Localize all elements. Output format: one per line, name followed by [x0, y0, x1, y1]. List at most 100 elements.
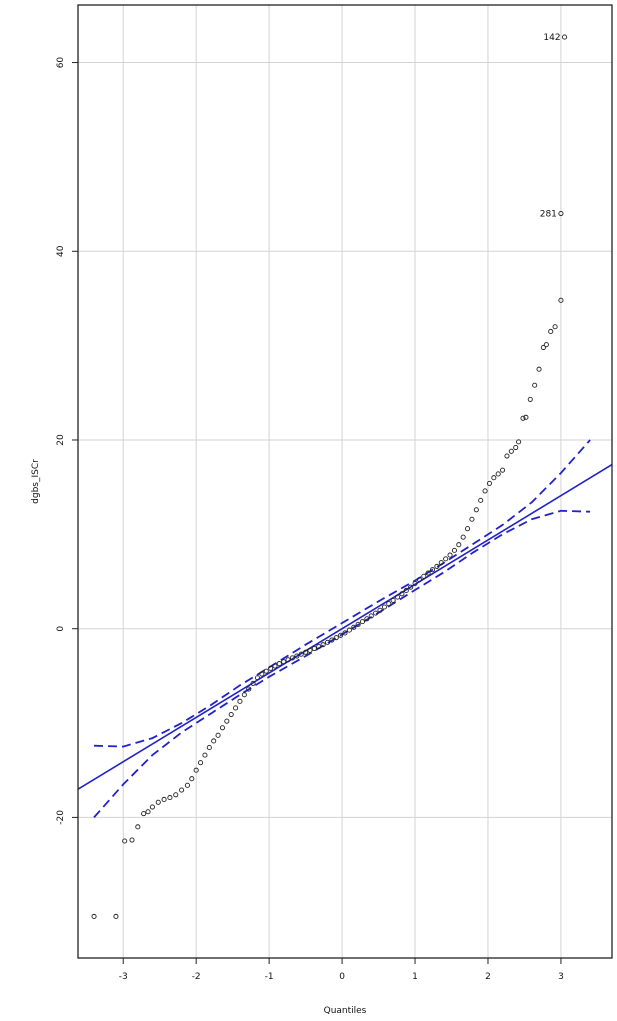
- data-point: [447, 552, 453, 558]
- data-point: [543, 342, 549, 348]
- reference-line-group: [78, 463, 612, 790]
- data-point: [303, 649, 309, 655]
- data-point: [486, 480, 492, 486]
- data-point: [202, 752, 208, 758]
- data-point: [527, 396, 533, 402]
- data-point: [482, 488, 488, 494]
- data-point: [495, 471, 501, 477]
- data-point: [333, 635, 339, 641]
- data-point: [520, 415, 526, 421]
- y-tick-label: 60: [56, 57, 66, 69]
- data-point: [532, 382, 538, 388]
- data-point: [443, 556, 449, 562]
- data-point: [254, 675, 261, 681]
- x-axis: -3 -2 -1 0 1 2 3: [119, 958, 564, 982]
- data-point: [558, 297, 564, 303]
- confidence-band-upper: [93, 439, 591, 748]
- data-point: [250, 680, 256, 686]
- data-point: [513, 444, 519, 451]
- data-point: [184, 782, 190, 788]
- data-point: [113, 913, 119, 920]
- data-point: [425, 570, 431, 576]
- data-point: [206, 745, 212, 751]
- data-point: [173, 792, 179, 798]
- data-point: [294, 653, 300, 659]
- data-point: [161, 796, 167, 803]
- data-point: [460, 534, 466, 540]
- x-axis-label: Quantiles: [324, 1006, 367, 1016]
- data-point: [135, 824, 141, 830]
- data-point: [377, 607, 383, 613]
- data-point: [237, 698, 243, 704]
- data-point: [368, 613, 374, 619]
- data-point: [122, 838, 128, 844]
- x-tick-label: 2: [485, 972, 491, 982]
- data-point: [412, 580, 418, 586]
- data-point: [456, 542, 462, 548]
- data-point: [552, 324, 558, 330]
- x-tick-label: 3: [558, 972, 564, 982]
- data-point: [351, 624, 357, 630]
- y-tick-label: 20: [56, 434, 66, 446]
- data-point: [536, 366, 542, 372]
- labeled-data-point: [562, 34, 568, 40]
- data-point: [416, 577, 422, 583]
- data-point: [289, 655, 296, 661]
- data-point: [399, 591, 405, 597]
- data-point: [523, 414, 529, 420]
- data-point: [338, 632, 344, 638]
- data-point: [281, 659, 287, 665]
- data-point: [211, 738, 217, 744]
- data-point: [421, 573, 427, 579]
- data-point: [342, 630, 348, 636]
- data-point: [285, 657, 291, 663]
- data-point: [246, 686, 252, 692]
- y-tick-label: -20: [56, 810, 66, 825]
- reference-line: [78, 463, 612, 790]
- data-points: [91, 297, 564, 920]
- x-tick-label: -1: [265, 972, 274, 982]
- data-point: [390, 597, 396, 603]
- data-point: [504, 453, 510, 459]
- data-point: [189, 776, 195, 782]
- data-point: [316, 644, 322, 650]
- data-point: [233, 705, 239, 711]
- data-point: [215, 732, 221, 738]
- data-point: [500, 467, 506, 473]
- data-point: [179, 787, 185, 793]
- data-point: [198, 760, 204, 766]
- data-point: [320, 642, 326, 648]
- data-point: [298, 651, 304, 657]
- data-point: [155, 799, 161, 805]
- data-point: [381, 604, 387, 610]
- data-point: [355, 621, 361, 628]
- data-point: [465, 526, 471, 532]
- data-point: [276, 661, 282, 667]
- data-point: [478, 497, 484, 503]
- data-point: [516, 439, 522, 445]
- data-point: [329, 637, 335, 643]
- grid-lines: [78, 5, 612, 958]
- data-point: [346, 627, 352, 633]
- y-axis: -20 0 20 40 60: [56, 57, 78, 825]
- data-point: [129, 837, 135, 843]
- data-point: [491, 475, 497, 481]
- x-tick-label: 1: [412, 972, 418, 982]
- data-point: [228, 712, 234, 718]
- data-point: [451, 547, 457, 553]
- y-tick-label: 0: [56, 626, 66, 632]
- y-axis-label: dgbs_ISCr: [31, 459, 41, 504]
- data-point: [219, 725, 225, 731]
- y-tick-label: 40: [56, 245, 66, 257]
- data-point: [263, 668, 269, 674]
- data-point: [268, 665, 274, 671]
- data-point: [548, 328, 554, 335]
- data-point: [141, 811, 147, 817]
- x-tick-label: -3: [119, 972, 128, 982]
- plot-frame: [77, 4, 613, 959]
- data-point: [167, 795, 173, 801]
- x-tick-label: 0: [339, 972, 345, 982]
- data-point: [438, 560, 444, 566]
- data-point: [386, 601, 392, 607]
